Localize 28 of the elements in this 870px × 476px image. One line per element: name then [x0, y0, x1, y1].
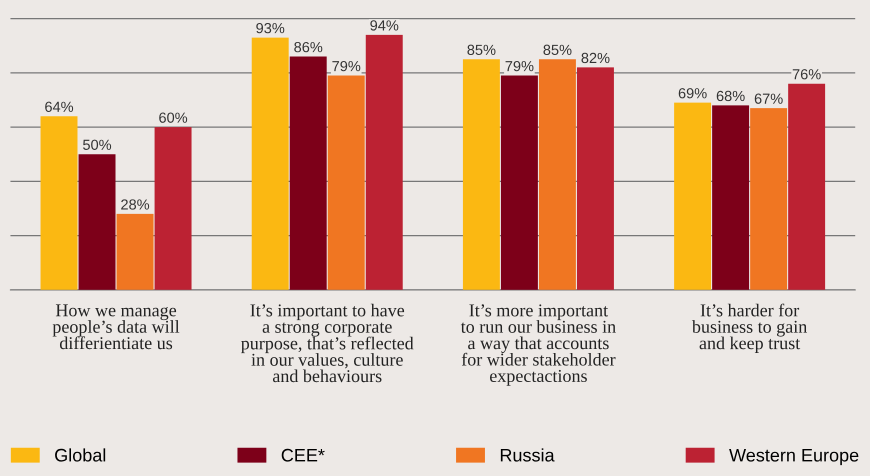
data-label: 76% — [792, 69, 821, 80]
bar — [328, 76, 365, 290]
data-label: 28% — [121, 199, 150, 210]
data-label: 79% — [332, 60, 360, 72]
legend-label: Western Europe — [729, 449, 858, 466]
data-label: 68% — [716, 90, 745, 102]
bar — [500, 76, 538, 290]
data-label: 82% — [581, 52, 610, 64]
x-tick-label: It’s more important to run our business in a way that accounts for wider stakeholder expectactions — [460, 304, 616, 386]
data-label: 60% — [159, 112, 188, 123]
data-label: 64% — [45, 102, 74, 112]
data-label: 85% — [467, 44, 496, 55]
data-label: 94% — [370, 20, 398, 31]
legend-label: Global — [55, 448, 106, 462]
legend-label: Russia — [500, 448, 555, 462]
data-label: 85% — [543, 44, 572, 55]
legend-label: CEE* — [282, 448, 325, 462]
bar — [788, 84, 826, 290]
x-tick-label: How we manage people’s data will differientiate us — [52, 304, 180, 350]
data-label: 67% — [754, 94, 783, 104]
data-label: 50% — [83, 140, 112, 150]
data-label: 79% — [506, 60, 534, 72]
bar — [366, 34, 403, 290]
data-label: 86% — [294, 42, 322, 52]
data-label: 93% — [256, 22, 284, 34]
x-tick-label: It’s important to have a strong corporate purpose, that’s reflected in our values, culture and behaviours — [241, 304, 414, 382]
x-tick-label: It’s harder for business to gain and keep trust — [692, 304, 808, 353]
data-label: 69% — [678, 88, 707, 98]
